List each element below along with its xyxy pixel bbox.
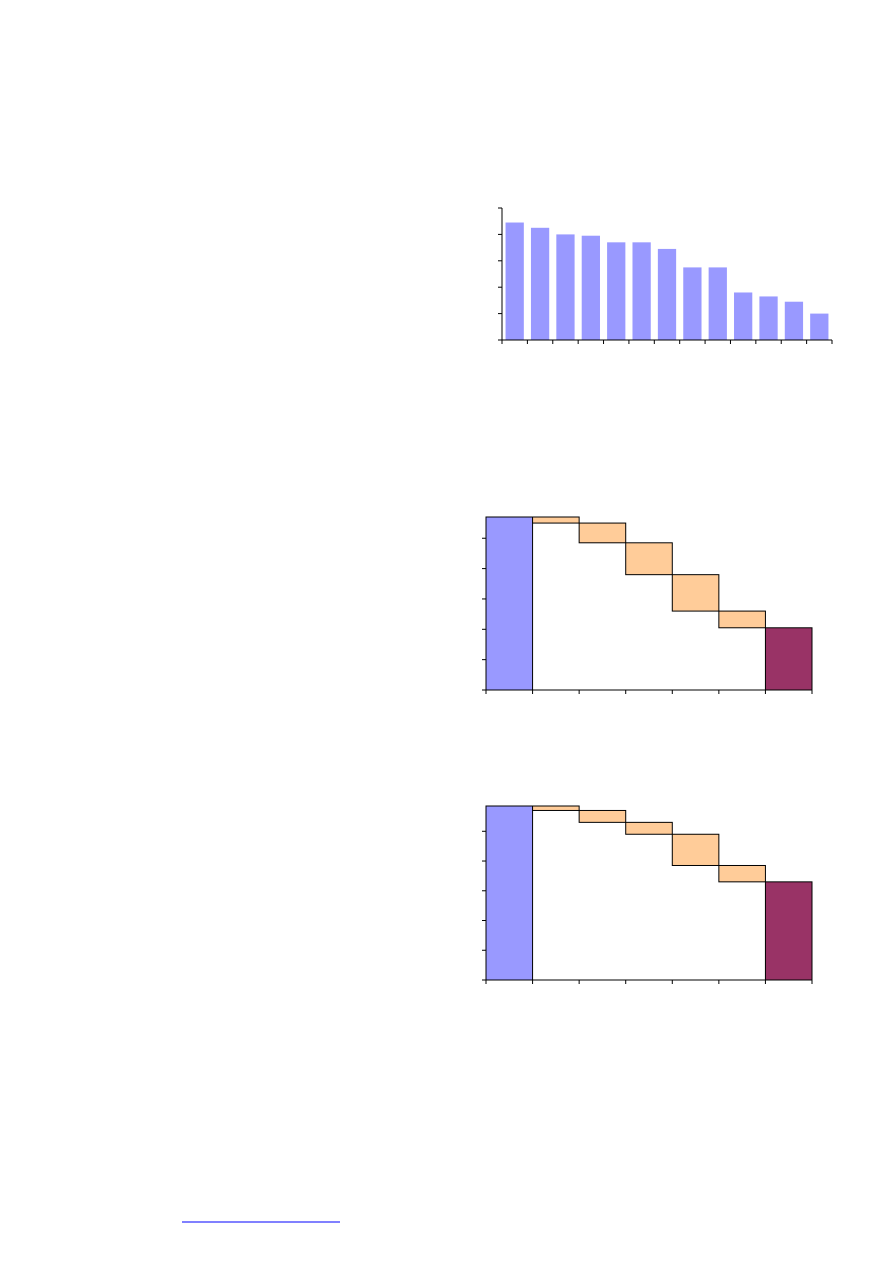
bar — [784, 301, 804, 340]
bar — [657, 248, 677, 340]
bar — [810, 313, 829, 340]
step-bar — [671, 833, 720, 866]
bar — [683, 267, 702, 340]
step-bar — [578, 522, 627, 544]
total-bar — [485, 516, 534, 691]
step-bar — [578, 809, 627, 823]
bar — [708, 267, 727, 340]
bar — [505, 222, 524, 340]
bar — [530, 227, 550, 340]
step-bar — [718, 864, 766, 883]
step-bar — [532, 805, 580, 811]
step-bar — [718, 610, 766, 629]
bar — [556, 234, 575, 340]
step-bar — [625, 542, 673, 576]
bar — [734, 292, 753, 340]
step-bar — [625, 821, 673, 835]
bar — [759, 296, 778, 340]
step-bar — [532, 516, 580, 524]
total-bar — [764, 881, 813, 981]
bar — [632, 242, 651, 340]
total-bar — [764, 627, 813, 691]
bar — [581, 235, 600, 340]
total-bar — [485, 805, 534, 981]
step-bar — [671, 574, 720, 612]
bar — [607, 242, 626, 340]
